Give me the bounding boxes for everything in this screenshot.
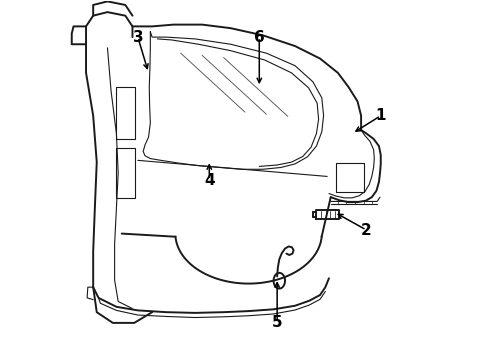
Text: 1: 1 [375, 108, 386, 123]
Text: 3: 3 [132, 30, 143, 45]
Text: 2: 2 [361, 222, 372, 238]
Text: 6: 6 [254, 30, 265, 45]
Text: 4: 4 [204, 172, 215, 188]
Text: 5: 5 [272, 315, 282, 330]
